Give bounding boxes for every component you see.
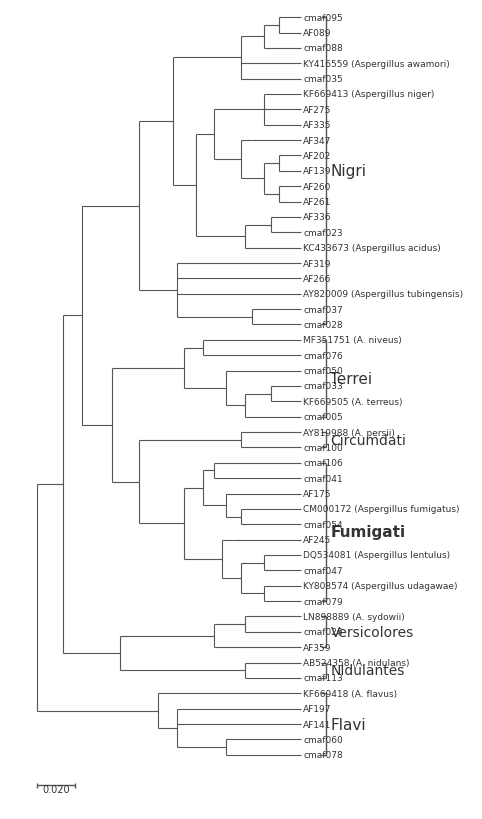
Text: LN898889 (A. sydowii): LN898889 (A. sydowii): [303, 613, 405, 621]
Text: KF669413 (Aspergillus niger): KF669413 (Aspergillus niger): [303, 90, 435, 99]
Text: 0.020: 0.020: [42, 784, 69, 794]
Text: AF139: AF139: [303, 167, 332, 176]
Text: cmaf106: cmaf106: [303, 459, 343, 468]
Text: AF347: AF347: [303, 137, 332, 146]
Text: cmaf078: cmaf078: [303, 750, 343, 759]
Text: KF669418 (A. flavus): KF669418 (A. flavus): [303, 689, 397, 698]
Text: AF089: AF089: [303, 29, 332, 38]
Text: Fumigati: Fumigati: [331, 525, 405, 540]
Text: AY820009 (Aspergillus tubingensis): AY820009 (Aspergillus tubingensis): [303, 290, 463, 299]
Text: Flavi: Flavi: [331, 717, 366, 731]
Text: MF351751 (A. niveus): MF351751 (A. niveus): [303, 336, 402, 345]
Text: AF261: AF261: [303, 198, 332, 206]
Text: AF197: AF197: [303, 704, 332, 713]
Text: AF319: AF319: [303, 259, 332, 268]
Text: KY416559 (Aspergillus awamori): KY416559 (Aspergillus awamori): [303, 60, 450, 69]
Text: Versicolores: Versicolores: [331, 625, 414, 639]
Text: AF275: AF275: [303, 106, 332, 115]
Text: AF266: AF266: [303, 274, 332, 283]
Text: KY808574 (Aspergillus udagawae): KY808574 (Aspergillus udagawae): [303, 581, 458, 590]
Text: cmaf033: cmaf033: [303, 382, 343, 391]
Text: KC433673 (Aspergillus acidus): KC433673 (Aspergillus acidus): [303, 244, 441, 253]
Text: cmaf113: cmaf113: [303, 673, 343, 682]
Text: AF202: AF202: [303, 152, 332, 161]
Text: cmaf076: cmaf076: [303, 351, 343, 360]
Text: Terrei: Terrei: [331, 371, 373, 387]
Text: AF245: AF245: [303, 536, 332, 545]
Text: cmaf060: cmaf060: [303, 735, 343, 744]
Text: DQ534081 (Aspergillus lentulus): DQ534081 (Aspergillus lentulus): [303, 551, 450, 560]
Text: cmaf035: cmaf035: [303, 75, 343, 84]
Text: cmaf041: cmaf041: [303, 474, 343, 483]
Text: AF335: AF335: [303, 121, 332, 130]
Text: cmaf028: cmaf028: [303, 320, 343, 329]
Text: AF359: AF359: [303, 643, 332, 652]
Text: cmaf079: cmaf079: [303, 597, 343, 606]
Text: cmaf050: cmaf050: [303, 367, 343, 376]
Text: CM000172 (Aspergillus fumigatus): CM000172 (Aspergillus fumigatus): [303, 505, 460, 514]
Text: Nigri: Nigri: [331, 164, 366, 179]
Text: cmaf005: cmaf005: [303, 413, 343, 422]
Text: cmaf026: cmaf026: [303, 627, 343, 636]
Text: cmaf095: cmaf095: [303, 14, 343, 23]
Text: cmaf047: cmaf047: [303, 566, 343, 575]
Text: AF141: AF141: [303, 720, 332, 729]
Text: cmaf088: cmaf088: [303, 44, 343, 53]
Text: cmaf023: cmaf023: [303, 229, 343, 238]
Text: AF260: AF260: [303, 183, 332, 192]
Text: cmaf054: cmaf054: [303, 520, 343, 529]
Text: AF336: AF336: [303, 213, 332, 222]
Text: AY819988 (A. persii): AY819988 (A. persii): [303, 428, 395, 437]
Text: AF175: AF175: [303, 490, 332, 499]
Text: cmaf037: cmaf037: [303, 305, 343, 314]
Text: cmaf100: cmaf100: [303, 443, 343, 452]
Text: Circumdati: Circumdati: [331, 433, 406, 447]
Text: AB524358 (A. nidulans): AB524358 (A. nidulans): [303, 658, 410, 667]
Text: KF669505 (A. terreus): KF669505 (A. terreus): [303, 397, 403, 406]
Text: NIdulantes: NIdulantes: [331, 663, 405, 677]
